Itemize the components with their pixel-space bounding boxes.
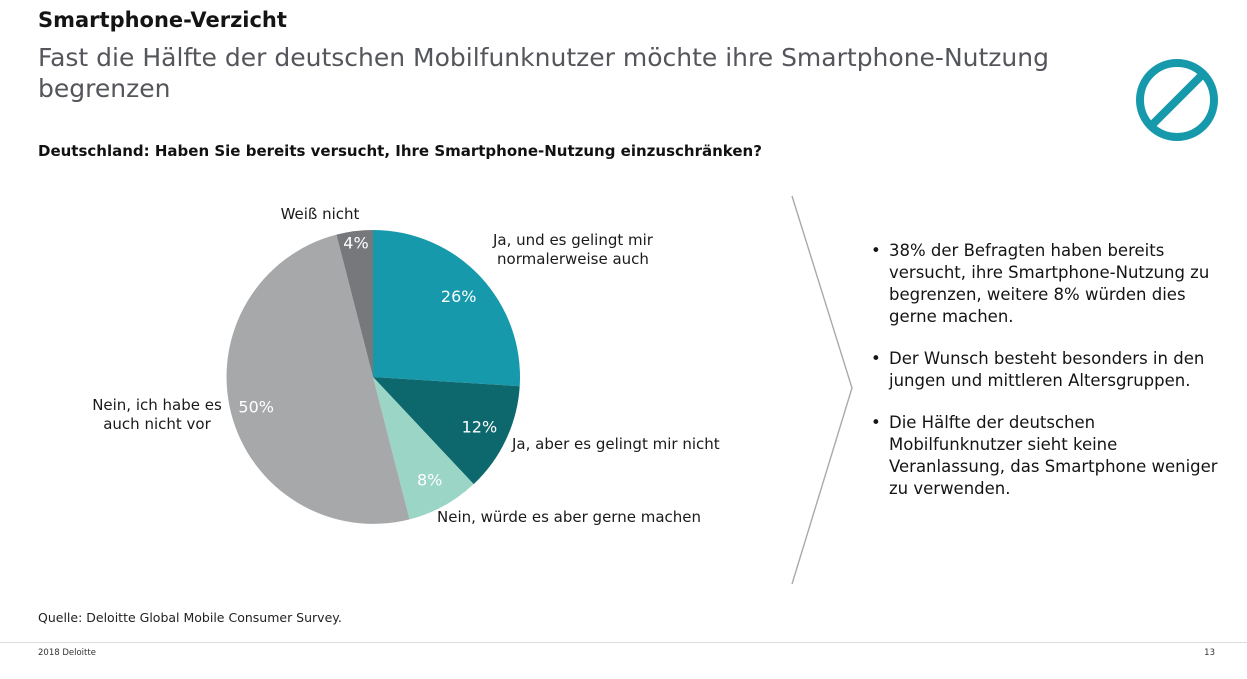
pie-slice-2 bbox=[373, 377, 474, 520]
chevron-divider bbox=[788, 190, 860, 590]
page-title: Smartphone-Verzicht bbox=[38, 8, 287, 32]
prohibition-slash bbox=[1148, 71, 1206, 129]
pie-slice-0 bbox=[373, 230, 521, 387]
chevron-line bbox=[791, 195, 853, 585]
page-subtitle: Fast die Hälfte der deutschen Mobilfunkn… bbox=[38, 43, 1049, 103]
prohibition-circle bbox=[1136, 59, 1218, 141]
chart-question: Deutschland: Haben Sie bereits versucht,… bbox=[38, 142, 762, 160]
bullet-item-1: 38% der Befragten haben bereits versucht… bbox=[868, 240, 1220, 328]
prohibition-icon-svg bbox=[1136, 59, 1218, 141]
pie-value-label-1: 12% bbox=[462, 418, 498, 437]
prohibition-icon bbox=[1132, 55, 1222, 145]
pie-slice-1 bbox=[373, 377, 520, 485]
pie-value-label-0: 26% bbox=[441, 287, 477, 306]
pie-value-label-4: 4% bbox=[343, 233, 368, 252]
pie-slice-3 bbox=[226, 234, 410, 524]
pie-chart: 26% 12% 8% 50% 4% bbox=[224, 228, 522, 526]
pie-value-label-2: 8% bbox=[417, 471, 442, 490]
key-findings-list: 38% der Befragten haben bereits versucht… bbox=[868, 240, 1220, 520]
pie-label-ja-und-es-gelingt: Ja, und es gelingt mir normalerweise auc… bbox=[493, 231, 653, 268]
bullet-item-2: Der Wunsch besteht besonders in den jung… bbox=[868, 348, 1220, 392]
pie-label-nein-wuerde-gerne: Nein, würde es aber gerne machen bbox=[437, 508, 701, 526]
pie-value-label-3: 50% bbox=[238, 398, 274, 417]
source-note: Quelle: Deloitte Global Mobile Consumer … bbox=[38, 610, 342, 625]
footer-divider bbox=[0, 642, 1247, 643]
footer-copyright: 2018 Deloitte bbox=[38, 648, 96, 658]
pie-chart-svg: 26% 12% 8% 50% 4% bbox=[226, 230, 521, 524]
pie-slice-4 bbox=[336, 230, 373, 377]
pie-label-nein-nicht-vor: Nein, ich habe es auch nicht vor bbox=[92, 396, 222, 433]
pie-label-ja-aber-gelingt-nicht: Ja, aber es gelingt mir nicht bbox=[512, 435, 720, 453]
pie-label-weiss-nicht: Weiß nicht bbox=[280, 205, 360, 223]
footer-page-number: 13 bbox=[1204, 648, 1215, 658]
chevron-svg bbox=[791, 195, 853, 585]
bullet-item-3: Die Hälfte der deutschen Mobilfunknutzer… bbox=[868, 412, 1220, 500]
